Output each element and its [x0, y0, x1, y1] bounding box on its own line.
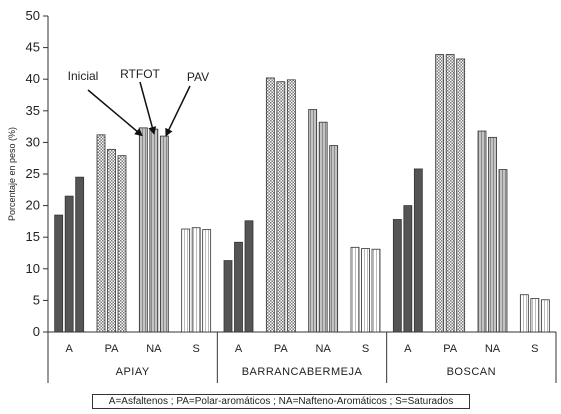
bar [519, 294, 529, 333]
bar [530, 298, 540, 333]
bar [159, 135, 169, 333]
bar [318, 121, 328, 333]
y-tick-label: 30 [26, 134, 40, 149]
annotation-pav: PAV [187, 70, 209, 84]
bar [54, 214, 64, 333]
bar [191, 227, 201, 333]
bar [276, 81, 286, 333]
bar [308, 109, 318, 333]
category-label: NA [316, 343, 332, 355]
bar [138, 127, 148, 333]
bar [498, 169, 508, 333]
bar [392, 219, 402, 333]
y-tick-label: 50 [26, 8, 40, 23]
bar [540, 299, 550, 333]
bar [435, 54, 445, 333]
y-tick-label: 35 [26, 103, 40, 118]
bar [234, 241, 243, 333]
bar [488, 136, 497, 333]
category-label: PA [443, 343, 458, 355]
bars [54, 54, 550, 333]
y-tick-label: 40 [26, 71, 40, 86]
category-labels: A PA NA S APIAY A PA NA S BARRANCABERMEJA A PA NA S BO… [65, 343, 538, 378]
y-tick-label: 15 [26, 229, 40, 244]
bar [96, 134, 106, 333]
bar [445, 54, 455, 333]
bar [117, 155, 127, 333]
category-label: PA [274, 343, 289, 355]
bar [456, 58, 466, 333]
y-tick-label: 20 [26, 198, 40, 213]
category-label: S [362, 343, 369, 355]
bar [202, 229, 212, 333]
y-tick-label: 45 [26, 40, 40, 55]
category-label: NA [146, 343, 162, 355]
arrow-rtfot [139, 81, 157, 135]
bar [361, 248, 370, 333]
y-tick-label: 5 [33, 292, 40, 307]
bar [403, 205, 413, 333]
y-tick-label: 10 [26, 261, 40, 276]
annotations: Inicial RTFOT PAV [68, 67, 209, 137]
bar [107, 148, 116, 333]
bar [181, 228, 191, 333]
bar [75, 176, 85, 333]
bar [329, 145, 339, 333]
category-label: NA [485, 343, 501, 355]
arrow-initial [87, 89, 143, 137]
bar [350, 246, 360, 333]
category-label: S [531, 343, 538, 355]
category-label: PA [105, 343, 120, 355]
annotation-rtfot: RTFOT [120, 67, 160, 81]
legend-box: A=Asfaltenos ; PA=Polar-aromáticos ; NA=… [92, 394, 470, 409]
bar [371, 248, 381, 333]
bar [64, 195, 74, 333]
group-label: BARRANCABERMEJA [242, 366, 363, 378]
category-label: S [192, 343, 199, 355]
group-label: APIAY [116, 366, 150, 378]
y-tick-label: 25 [26, 166, 40, 181]
bar [265, 77, 275, 333]
bar [223, 260, 233, 333]
annotation-initial: Inicial [68, 69, 99, 83]
y-axis-label: Porcentaje en peso (%) [7, 127, 17, 221]
group-label: BOSCAN [447, 366, 496, 378]
bar [477, 130, 487, 333]
bar [286, 79, 296, 333]
category-label: A [65, 343, 73, 355]
bar [149, 128, 159, 333]
category-label: A [235, 343, 243, 355]
bar [413, 168, 423, 333]
bar [244, 220, 254, 333]
arrow-pav [165, 85, 191, 137]
category-label: A [404, 343, 412, 355]
y-tick-label: 0 [33, 324, 40, 339]
axes: 0 5 10 15 20 25 30 35 40 45 50 Porcentaje en peso (… [7, 8, 557, 383]
